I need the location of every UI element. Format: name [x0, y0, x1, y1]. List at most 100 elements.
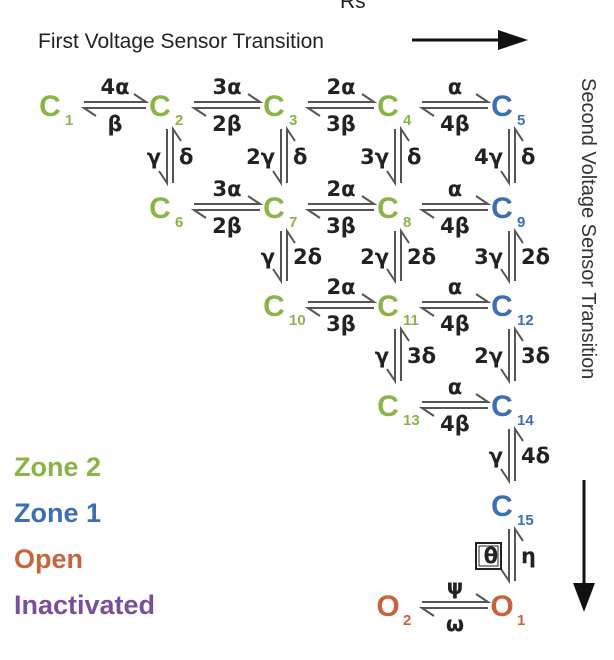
vertical-axis-title: Second Voltage Sensor Transition	[577, 78, 599, 379]
backward-rate-label: η	[521, 544, 536, 568]
backward-rate-label: 4δ	[521, 444, 550, 468]
state-letter: C	[39, 90, 61, 123]
zone-legend: Zone 2 Zone 1 Open Inactivated	[14, 452, 155, 620]
forward-rate-label: 3α	[212, 75, 241, 99]
transition-C11-C13: γ 3δ	[375, 325, 436, 385]
transition-C4-C8: 3γ δ	[360, 125, 421, 187]
transition-C2-C3: 3α 2β	[190, 75, 264, 136]
forward-rate-label: 2α	[326, 177, 355, 201]
transition-C11-C12: α 4β	[418, 275, 492, 336]
backward-rate-label: 3β	[326, 112, 356, 136]
state-subscript: 13	[403, 412, 420, 429]
transition-C9-C12: 3γ 2δ	[474, 227, 550, 285]
state-subscript: 4	[403, 112, 412, 129]
transition-C6-C7: 3α 2β	[190, 177, 264, 238]
forward-rate-label: 2α	[326, 75, 355, 99]
state-letter: C	[263, 192, 285, 225]
state-c15: C 15	[491, 490, 534, 529]
state-letter: C	[263, 90, 285, 123]
vertical-arrow-icon	[573, 480, 595, 612]
state-subscript: 12	[517, 312, 534, 329]
state-subscript: 8	[403, 214, 411, 231]
state-letter: C	[491, 90, 513, 123]
backward-rate-label: 3δ	[407, 344, 436, 368]
backward-rate-label: δ	[293, 145, 307, 169]
forward-rate-label: θ	[484, 544, 498, 568]
state-letter: C	[491, 192, 513, 225]
state-c11: C 11	[377, 290, 419, 329]
transition-C14-C15: γ 4δ	[489, 425, 550, 485]
backward-rate-label: δ	[407, 145, 421, 169]
transition-C8-C9: α 4β	[418, 177, 492, 238]
state-subscript: 14	[517, 412, 534, 429]
transition-C4-C5: α 4β	[418, 75, 492, 136]
forward-rate-label: 3γ	[474, 245, 503, 269]
backward-rate-label: 4β	[440, 214, 470, 238]
state-subscript: 3	[289, 112, 297, 129]
state-subscript: 1	[65, 112, 73, 129]
state-letter: C	[491, 490, 513, 523]
transition-C3-C7: 2γ δ	[246, 125, 307, 187]
backward-rate-label: 2β	[212, 112, 242, 136]
legend-inactivated: Inactivated	[14, 590, 155, 620]
legend-zone2: Zone 2	[14, 452, 101, 482]
forward-rate-label: α	[448, 275, 462, 299]
forward-rate-label: 2γ	[474, 344, 503, 368]
forward-rate-label: 2γ	[246, 145, 275, 169]
state-letter: O	[490, 590, 513, 623]
backward-rate-label: 4β	[440, 312, 470, 336]
state-subscript: 10	[289, 312, 306, 329]
backward-rate-label: 3β	[326, 214, 356, 238]
transition-C8-C11: 2γ 2δ	[360, 227, 436, 285]
backward-rate-label: δ	[521, 145, 535, 169]
legend-zone1: Zone 1	[14, 498, 101, 528]
state-c12: C 12	[491, 290, 534, 329]
backward-rate-label: 3δ	[521, 344, 550, 368]
transition-C7-C8: 2α 3β	[304, 177, 378, 238]
state-c10: C 10	[263, 290, 306, 329]
backward-rate-label: 2δ	[407, 245, 436, 269]
state-c14: C 14	[491, 390, 534, 429]
backward-rate-label: ω	[446, 612, 464, 636]
state-subscript: 6	[175, 214, 183, 231]
state-c13: C 13	[377, 390, 420, 429]
transition-C7-C10: γ 2δ	[261, 227, 322, 285]
legend-open: Open	[14, 544, 83, 574]
state-subscript: 15	[517, 512, 534, 529]
backward-rate-label: 2β	[212, 214, 242, 238]
forward-rate-label: ψ	[447, 575, 464, 599]
transition-C10-C11: 2α 3β	[304, 275, 378, 336]
state-subscript: 11	[403, 312, 419, 329]
transition-C1-C2: 4α β	[80, 75, 150, 136]
forward-rate-label: α	[448, 177, 462, 201]
state-letter: C	[491, 290, 513, 323]
horizontal-arrow-icon	[412, 30, 528, 50]
state-subscript: 2	[403, 612, 411, 629]
forward-rate-label: 4γ	[474, 145, 503, 169]
forward-rate-label: 3γ	[360, 145, 389, 169]
state-letter: C	[263, 290, 285, 323]
state-subscript: 2	[175, 112, 183, 129]
transition-C5-C9: 4γ δ	[474, 125, 535, 187]
forward-rate-label: α	[448, 75, 462, 99]
forward-rate-label: 3α	[212, 177, 241, 201]
state-letter: C	[377, 192, 399, 225]
forward-rate-label: α	[448, 375, 462, 399]
forward-rate-label: 2α	[326, 275, 355, 299]
forward-rate-label: γ	[147, 145, 161, 169]
state-letter: O	[376, 590, 399, 623]
state-letter: C	[491, 390, 513, 423]
forward-rate-label: 2γ	[360, 245, 389, 269]
state-letter: C	[149, 90, 171, 123]
state-subscript: 5	[517, 112, 525, 129]
top-cut-label: Rs	[340, 0, 366, 13]
state-letter: C	[149, 192, 171, 225]
forward-rate-label: 4α	[100, 75, 129, 99]
backward-rate-label: 2δ	[521, 245, 550, 269]
